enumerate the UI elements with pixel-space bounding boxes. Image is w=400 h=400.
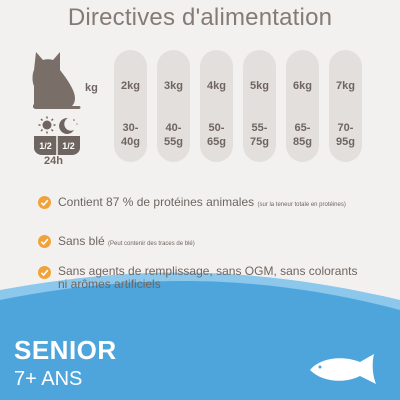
feeding-fraction-left: 1/2 [39, 141, 52, 151]
weight-unit-label: kg [85, 82, 98, 94]
feature-no-additives: Sans agents de remplissage, sans OGM, sa… [58, 265, 357, 291]
weight-value: 3kg [164, 80, 183, 92]
check-icon [38, 235, 51, 248]
amount-value: 40- 55g [164, 122, 183, 148]
cat-icon [32, 52, 81, 109]
life-stage-label: SENIOR [14, 335, 117, 365]
feature-protein: Contient 87 % de protéines animales (sur… [58, 196, 346, 212]
sun-icon [38, 116, 56, 134]
weight-value: 7kg [336, 80, 355, 92]
fish-icon [310, 354, 376, 384]
feeding-fraction-right: 1/2 [62, 141, 75, 151]
weight-value: 5kg [250, 80, 269, 92]
amount-value: 55- 75g [250, 122, 269, 148]
moon-icon [59, 117, 78, 134]
weight-value: 6kg [293, 80, 312, 92]
feeding-column: 5kg 55- 75g [243, 50, 276, 162]
feeding-column: 2kg 30- 40g [114, 50, 147, 162]
feeding-column: 7kg 70- 95g [329, 50, 362, 162]
feature-grain-free: Sans blé (Peut contenir des traces de bl… [58, 235, 195, 251]
feature-text: Sans blé [58, 234, 105, 248]
amount-value: 65- 85g [293, 122, 312, 148]
feature-note: (sur la teneur totale en protéines) [257, 202, 346, 208]
feeding-period-label: 24h [44, 155, 63, 167]
feature-text-line1: Sans agents de remplissage, sans OGM, sa… [58, 264, 358, 278]
amount-value: 50- 65g [207, 122, 226, 148]
amount-value: 30- 40g [121, 122, 140, 148]
page-title: Directives d'alimentation [67, 4, 333, 31]
amount-value: 70- 95g [336, 122, 355, 148]
feeding-column: 3kg 40- 55g [157, 50, 190, 162]
weight-value: 4kg [207, 80, 226, 92]
feeding-icon: 1/2 1/2 [34, 116, 80, 155]
check-icon [38, 266, 51, 279]
feeding-column: 6kg 65- 85g [286, 50, 319, 162]
weight-value: 2kg [121, 80, 140, 92]
feature-text-line2: ni arômes artificiels [58, 277, 161, 291]
feature-text: Contient 87 % de protéines animales [58, 195, 255, 209]
check-icon [38, 196, 51, 209]
feature-note: (Peut contenir des traces de blé) [108, 241, 195, 247]
feeding-column: 4kg 50- 65g [200, 50, 233, 162]
age-label: 7+ ANS [14, 368, 83, 390]
